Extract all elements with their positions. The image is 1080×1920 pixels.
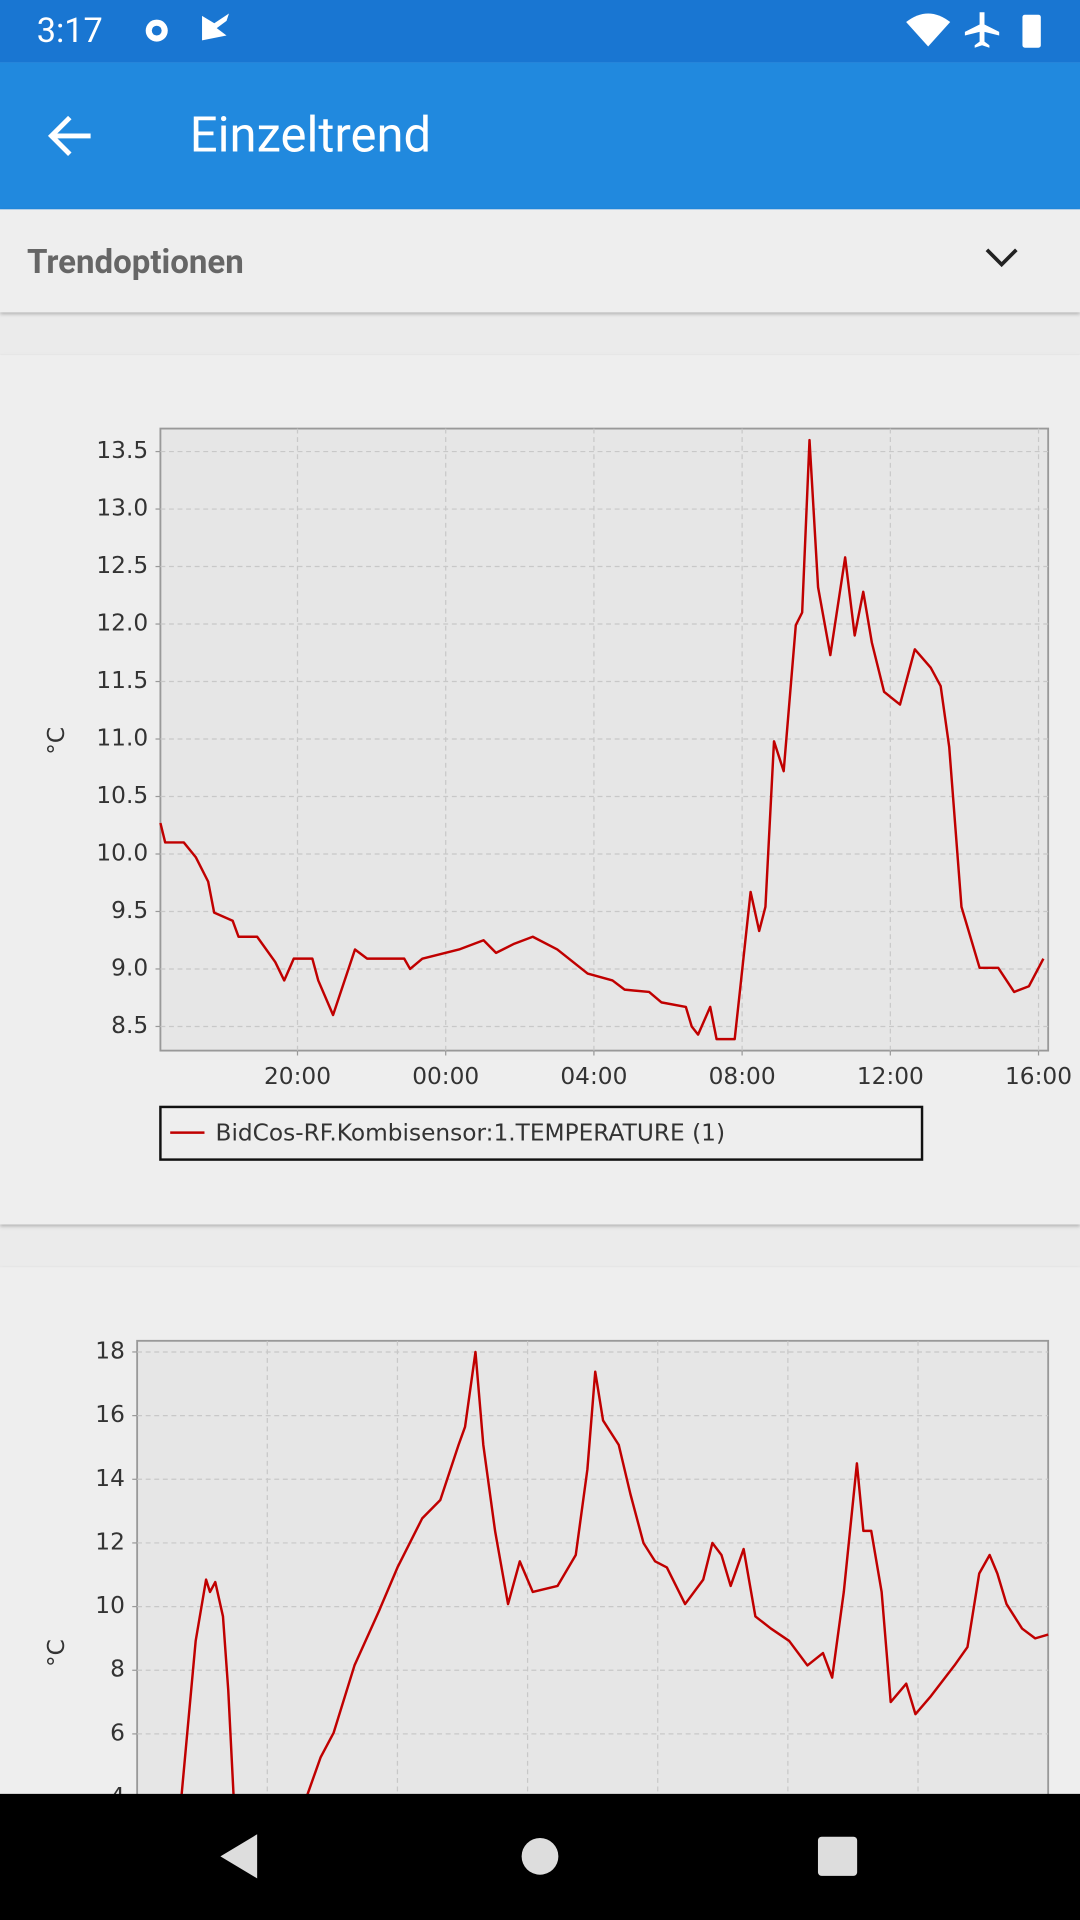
legend-label: BidCos-RF.Kombisensor:1.TEMPERATURE (1) — [216, 1119, 726, 1146]
y-tick-label: 11.5 — [96, 667, 148, 694]
status-icons — [145, 12, 1041, 48]
y-tick-label: 14 — [95, 1465, 125, 1492]
nav-back[interactable] — [220, 1834, 258, 1879]
x-tick-label: 08:00 — [709, 1063, 776, 1090]
x-tick-label: 00:00 — [412, 1063, 479, 1090]
y-tick-label: 9.5 — [111, 897, 148, 924]
y-tick-label: 12.5 — [96, 552, 148, 579]
y-tick-label: 10.5 — [96, 782, 148, 809]
status-bar — [0, 0, 1080, 63]
x-tick-label: 12:00 — [857, 1063, 924, 1090]
y-tick-label: 6 — [110, 1719, 125, 1746]
x-tick-label: 04:00 — [560, 1063, 627, 1090]
app-bar — [0, 62, 1080, 210]
y-tick-label: 12.0 — [96, 610, 148, 637]
x-tick-label: 16:00 — [1005, 1063, 1072, 1090]
legend — [159, 1105, 924, 1161]
plot-area — [136, 1339, 1050, 1863]
back-button[interactable] — [47, 115, 91, 157]
options-panel[interactable] — [0, 209, 1080, 313]
app-title: Einzeltrend — [190, 106, 431, 163]
data-line — [159, 438, 1045, 1041]
y-tick-label: 13.5 — [96, 437, 148, 464]
y-axis-label: °C — [43, 727, 70, 755]
x-tick-label: 20:00 — [264, 1063, 331, 1090]
y-tick-label: 10 — [95, 1592, 125, 1619]
nav-home[interactable] — [521, 1837, 559, 1875]
status-time: 3:17 — [37, 11, 103, 51]
nav-recents[interactable] — [817, 1836, 858, 1876]
y-tick-label: 16 — [95, 1401, 125, 1428]
y-tick-label: 11.0 — [96, 725, 148, 752]
data-line — [180, 1350, 1049, 1847]
expand-icon[interactable] — [985, 248, 1018, 268]
y-tick-label: 8.5 — [111, 1012, 148, 1039]
y-tick-label: 13.0 — [96, 495, 148, 522]
y-axis-label: °C — [43, 1639, 70, 1667]
y-tick-label: 18 — [95, 1337, 125, 1364]
y-tick-label: 10.0 — [96, 839, 148, 866]
options-label: Trendoptionen — [27, 243, 244, 282]
y-tick-label: 12 — [95, 1528, 125, 1555]
y-tick-label: 8 — [110, 1656, 125, 1683]
y-tick-label: 9.0 — [111, 954, 148, 981]
